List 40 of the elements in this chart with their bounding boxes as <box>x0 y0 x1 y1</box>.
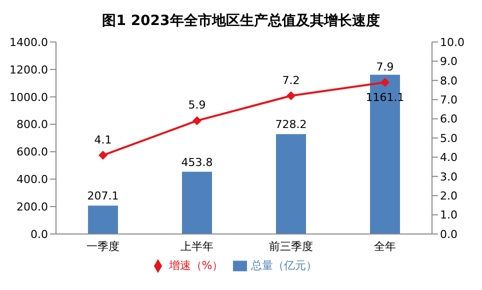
x-tick-label: 一季度 <box>86 240 120 253</box>
y2-tick-label: 0.0 <box>440 228 458 241</box>
y2-tick-label: 3.0 <box>440 170 458 184</box>
chart-title: 图1 2023年全市地区生产总值及其增长速度 <box>101 12 381 31</box>
bar <box>182 172 212 234</box>
point <box>192 116 202 126</box>
y-tick-label: 1000.0 <box>10 90 48 104</box>
y2-tick-label: 1.0 <box>440 208 458 222</box>
data-label: 7.9 <box>376 60 394 74</box>
y-tick-label: 800.0 <box>16 118 48 132</box>
y2-tick-label: 4.0 <box>440 151 458 164</box>
bar <box>276 134 306 234</box>
y-tick-label: 400.0 <box>16 173 48 186</box>
y2-tick-label: 6.0 <box>440 112 458 126</box>
y2-tick-label: 2.0 <box>440 190 458 203</box>
data-label: 5.9 <box>188 98 206 112</box>
y2-tick-label: 9.0 <box>440 55 458 68</box>
x-tick-label: 全年 <box>374 240 396 253</box>
y2-tick-label: 8.0 <box>440 74 458 88</box>
legend-label: 总量（亿元） <box>251 259 318 272</box>
y-tick-label: 600.0 <box>16 146 48 159</box>
x-tick-label: 上半年 <box>180 240 214 253</box>
y-tick-label: 200.0 <box>16 200 48 214</box>
point <box>98 150 108 160</box>
data-label: 207.1 <box>87 190 119 203</box>
point <box>380 78 390 87</box>
data-label: 4.1 <box>94 133 112 146</box>
data-label: 7.2 <box>282 74 300 87</box>
point <box>286 91 296 100</box>
y2-tick-label: 5.0 <box>440 132 458 145</box>
bar <box>88 206 118 234</box>
data-label: 453.8 <box>181 156 213 169</box>
y-tick-label: 0.0 <box>30 228 48 241</box>
x-tick-label: 前三季度 <box>269 240 313 253</box>
y2-tick-label: 7.0 <box>440 94 458 107</box>
y-tick-label: 1400.0 <box>10 36 48 49</box>
legend-label: 增速（%） <box>168 259 224 272</box>
data-label: 728.2 <box>275 118 307 132</box>
y2-tick-label: 10.0 <box>440 36 464 49</box>
y-tick-label: 1200.0 <box>10 63 48 76</box>
